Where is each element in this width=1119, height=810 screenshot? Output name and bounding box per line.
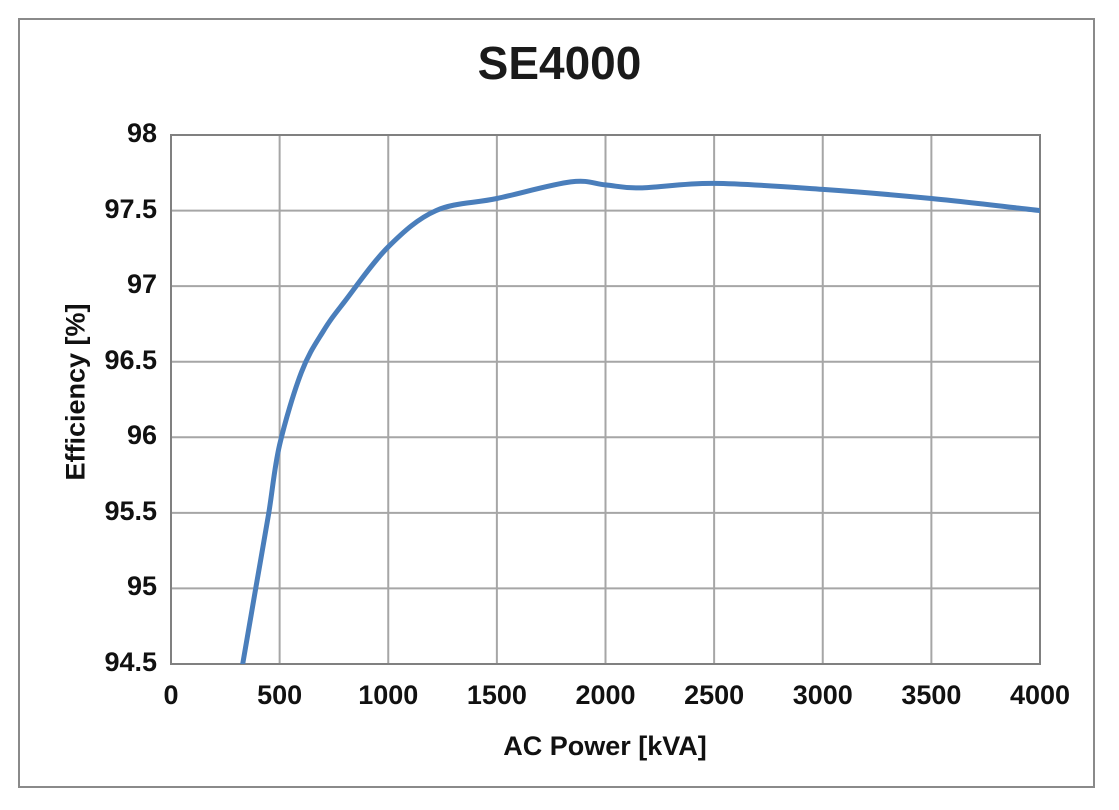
- x-tick-2000: 2000: [575, 680, 636, 710]
- y-tick-94.5: 94.5: [104, 647, 157, 677]
- y-tick-97: 97: [126, 269, 157, 300]
- x-tick-3000: 3000: [792, 680, 853, 710]
- chart-frame: [18, 18, 1095, 788]
- plot-border: [170, 134, 1041, 665]
- y-axis-title: Efficiency [%]: [60, 303, 91, 481]
- y-tick-95.5: 95.5: [104, 495, 157, 526]
- chart-title: SE4000: [477, 37, 642, 89]
- x-axis-title: AC Power [kVA]: [503, 731, 707, 761]
- y-tick-98: 98: [126, 118, 157, 148]
- y-tick-96.5: 96.5: [104, 344, 157, 375]
- x-tick-1000: 1000: [358, 680, 419, 710]
- series-line-efficiency: [240, 178, 1040, 664]
- x-tick-1500: 1500: [466, 680, 527, 710]
- x-tick-3500: 3500: [901, 680, 962, 710]
- y-tick-95: 95: [126, 571, 157, 602]
- y-tick-97.5: 97.5: [104, 193, 157, 224]
- y-tick-96: 96: [126, 420, 157, 451]
- x-tick-4000: 4000: [1009, 680, 1071, 710]
- x-tick-500: 500: [257, 680, 303, 710]
- x-tick-2500: 2500: [684, 680, 745, 710]
- x-tick-0: 0: [163, 680, 179, 710]
